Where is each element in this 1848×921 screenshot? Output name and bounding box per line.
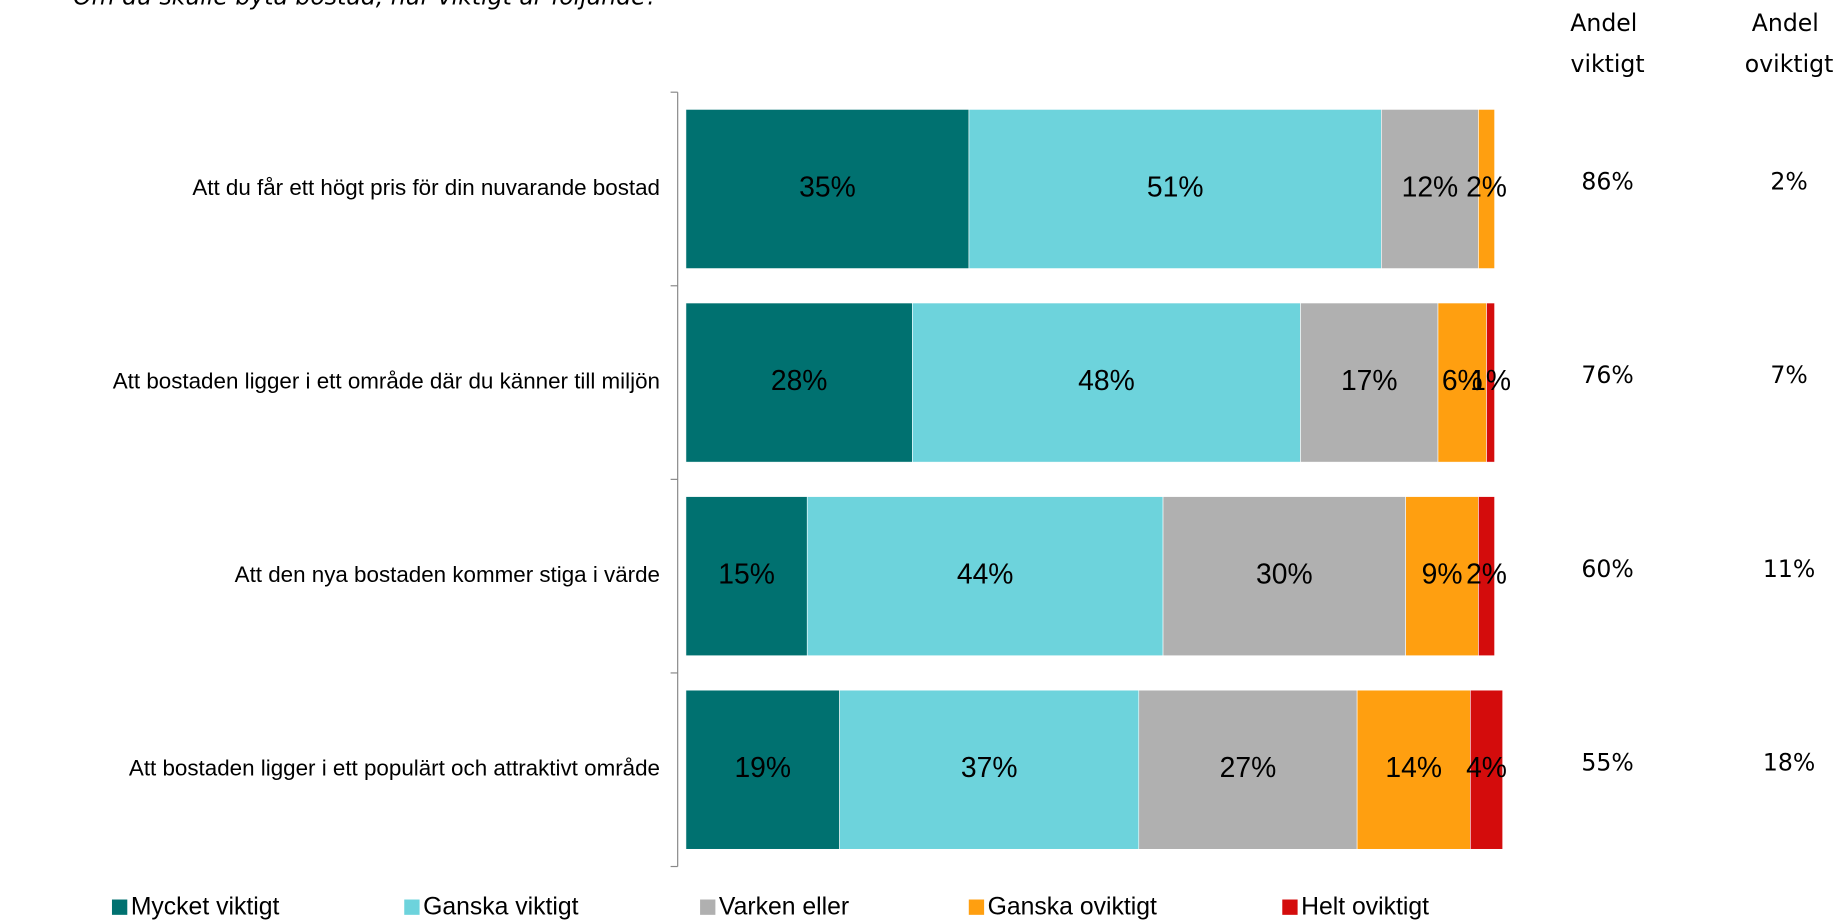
bar-segment: [1478, 496, 1495, 656]
bar-segment: [839, 689, 1140, 850]
bar-segment: [1405, 496, 1479, 656]
data-label: 51%: [1147, 170, 1204, 202]
category-label: Att bostaden ligger i ett område där du …: [113, 368, 660, 393]
data-label: 15%: [718, 558, 775, 590]
bar-segment: [1486, 302, 1495, 463]
column-header: Andel viktigt: [1570, 8, 1645, 77]
bar-segment: [912, 302, 1301, 463]
column-value: 60%: [1581, 555, 1633, 583]
column-value: 7%: [1770, 361, 1807, 389]
data-label: 6%: [1442, 364, 1483, 396]
data-label: 28%: [771, 364, 828, 396]
legend-swatch: [968, 899, 985, 915]
data-label: 17%: [1341, 364, 1398, 396]
legend-label: Ganska oviktigt: [988, 893, 1157, 920]
bar-segment: [968, 109, 1382, 269]
data-label: 9%: [1422, 558, 1463, 590]
legend-swatch: [700, 899, 716, 915]
data-label: 2%: [1466, 170, 1507, 202]
legend-label: Ganska viktigt: [423, 893, 579, 920]
column-value: 18%: [1763, 748, 1815, 776]
data-label: 14%: [1385, 751, 1442, 783]
bar-segment: [685, 109, 970, 269]
chart-title: Om du skulle byta bostad, hur viktigt är…: [73, 0, 659, 10]
bar-segment: [1356, 689, 1471, 850]
data-label: 35%: [799, 170, 856, 202]
data-label: 12%: [1402, 170, 1459, 202]
bar-segment: [685, 496, 808, 656]
bar-segment: [1437, 302, 1487, 463]
data-label: 30%: [1256, 558, 1313, 590]
data-label: 4%: [1466, 751, 1507, 783]
bar-segment: [1300, 302, 1439, 463]
category-label: Att bostaden ligger i ett populärt och a…: [129, 756, 660, 781]
bar-segment: [685, 689, 840, 850]
category-label: Att du får ett högt pris för din nuvaran…: [192, 175, 660, 200]
bar-segment: [806, 496, 1164, 656]
bar-segment: [1470, 689, 1503, 850]
legend-swatch: [404, 899, 420, 915]
legend-label: Helt oviktigt: [1301, 893, 1429, 920]
column-value: 11%: [1763, 555, 1815, 583]
column-value: 86%: [1581, 168, 1633, 196]
column-value: 2%: [1770, 168, 1807, 196]
data-label: 2%: [1466, 558, 1507, 590]
data-label: 37%: [961, 751, 1018, 783]
legend-swatch: [111, 899, 128, 915]
column-value: 76%: [1581, 361, 1633, 389]
category-label: Att den nya bostaden kommer stiga i värd…: [235, 562, 660, 587]
bar-segment: [1381, 109, 1479, 269]
bar-segment: [1478, 109, 1495, 269]
column-value: 55%: [1581, 748, 1633, 776]
legend-label: Mycket viktigt: [131, 893, 280, 920]
bar-segment: [1162, 496, 1406, 656]
column-header: Andel oviktigt: [1745, 8, 1834, 77]
legend-label: Varken eller: [719, 893, 849, 920]
data-label: 1%: [1470, 364, 1511, 396]
data-label: 44%: [957, 558, 1014, 590]
data-label: 48%: [1078, 364, 1135, 396]
legend-swatch: [1282, 899, 1298, 915]
data-label: 19%: [734, 751, 791, 783]
data-label: 27%: [1220, 751, 1277, 783]
bar-segment: [685, 302, 913, 463]
bar-segment: [1138, 689, 1358, 850]
